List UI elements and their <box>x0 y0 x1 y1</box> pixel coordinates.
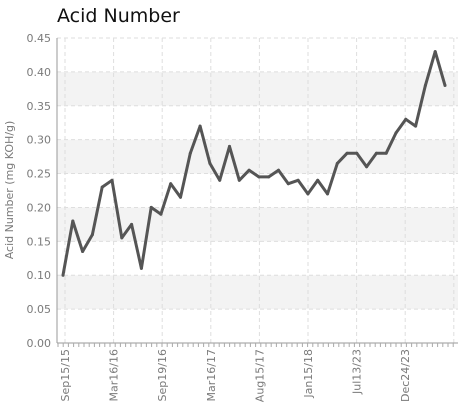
x-tick-label: Mar16/17 <box>205 349 218 401</box>
y-axis-title: Acid Number (mg KOH/g) <box>3 121 16 260</box>
data-point <box>218 178 222 182</box>
plot-band <box>57 38 458 72</box>
data-point <box>81 250 85 253</box>
plot-background-bands <box>57 38 458 343</box>
y-tick-label: 0.05 <box>27 303 52 316</box>
y-tick-label: 0.15 <box>27 235 52 248</box>
y-tick-label: 0.25 <box>27 168 52 181</box>
plot-band <box>57 309 458 343</box>
y-tick-labels: 0.00 0.05 0.10 0.15 0.20 0.25 0.30 0.35 0.40 0.45 <box>27 32 52 350</box>
data-point <box>443 83 447 87</box>
data-point <box>130 222 134 226</box>
data-point <box>345 151 349 155</box>
data-point <box>179 195 182 199</box>
x-tick-label: Aug15/17 <box>253 349 266 402</box>
y-tick-label: 0.40 <box>27 66 52 79</box>
data-point <box>228 144 231 148</box>
x-tick-label: Mar16/16 <box>108 349 121 401</box>
data-point <box>208 161 212 165</box>
data-point <box>71 219 75 223</box>
y-tick-label: 0.00 <box>27 337 52 350</box>
data-point <box>149 205 153 209</box>
data-point <box>286 182 290 186</box>
data-point <box>257 175 261 179</box>
data-point <box>404 117 408 121</box>
data-point <box>139 266 143 270</box>
data-point <box>384 151 388 155</box>
data-point <box>423 83 427 87</box>
data-point <box>316 178 320 182</box>
data-point <box>267 175 271 179</box>
plot-band <box>57 139 458 174</box>
series-line <box>61 50 447 277</box>
data-point <box>296 178 300 182</box>
data-point <box>159 212 163 216</box>
data-point <box>247 168 251 172</box>
axes <box>56 38 458 347</box>
y-tick-label: 0.10 <box>27 269 52 282</box>
x-tick-label: Jan15/18 <box>302 349 315 399</box>
x-tick-label: Jul13/23 <box>351 349 364 395</box>
x-tick-label: Sep15/15 <box>59 349 72 401</box>
gridlines <box>57 37 458 343</box>
plot-band <box>57 71 458 106</box>
y-tick-label: 0.30 <box>27 134 52 147</box>
x-tick-label: Sep19/16 <box>156 349 169 401</box>
y-tick-label: 0.45 <box>27 32 52 45</box>
data-point <box>326 192 329 196</box>
data-point <box>335 161 339 165</box>
x-tick-label: Dec24/23 <box>399 349 412 402</box>
data-point <box>433 50 437 54</box>
data-point <box>100 185 104 189</box>
data-point <box>277 168 280 172</box>
data-point <box>198 124 202 128</box>
data-point <box>237 178 241 182</box>
data-point <box>169 182 173 186</box>
data-point <box>306 192 310 196</box>
series-group <box>61 50 447 277</box>
x-tick-labels: Sep15/15 Mar16/16 Sep19/16 Mar16/17 Aug15/17… <box>59 349 412 402</box>
data-point <box>365 165 369 169</box>
plot-band <box>57 105 458 140</box>
plot-band <box>57 173 458 208</box>
chart-title: Acid Number <box>57 5 180 27</box>
data-point <box>188 151 192 155</box>
data-point <box>120 236 124 240</box>
data-point <box>394 131 398 135</box>
plot-band <box>57 275 458 310</box>
data-point <box>110 178 114 182</box>
data-point <box>355 151 359 155</box>
plot-band <box>57 241 458 276</box>
data-point <box>374 151 378 155</box>
data-point <box>414 124 418 128</box>
data-point <box>61 273 65 277</box>
data-point <box>90 233 94 237</box>
y-tick-label: 0.20 <box>27 201 52 214</box>
y-tick-label: 0.35 <box>27 100 52 113</box>
